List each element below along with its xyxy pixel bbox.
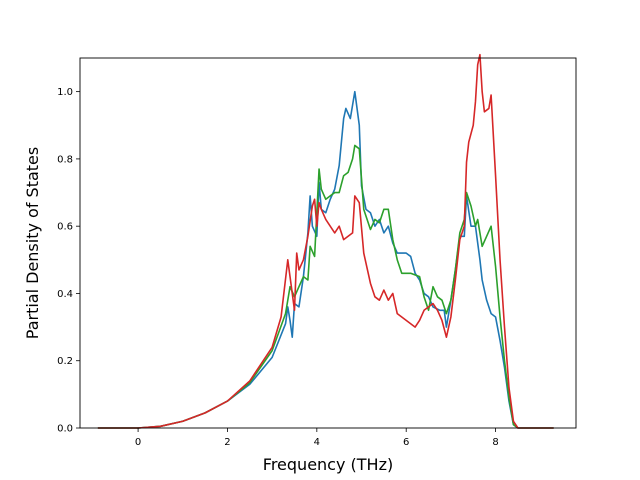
- x-axis: 0 2 4 6 8: [135, 428, 499, 448]
- x-tick-label: 8: [492, 437, 498, 448]
- y-tick-label: 0.6: [57, 222, 73, 233]
- x-tick-label: 4: [314, 437, 320, 448]
- y-tick-label: 1.0: [57, 87, 73, 98]
- y-axis-label: Partial Density of States: [23, 147, 42, 339]
- x-axis-label: Frequency (THz): [263, 455, 393, 474]
- x-tick-label: 6: [403, 437, 409, 448]
- y-tick-label: 0.2: [57, 356, 73, 367]
- y-tick-label: 0.4: [57, 289, 73, 300]
- x-tick-label: 0: [135, 437, 141, 448]
- x-tick-label: 2: [224, 437, 230, 448]
- y-tick-label: 0.8: [57, 154, 73, 165]
- y-tick-label: 0.0: [57, 424, 73, 435]
- series-line-3: [97, 53, 554, 429]
- plot-lines: [97, 53, 554, 429]
- plot-frame: [79, 57, 577, 429]
- y-axis: 0.0 0.2 0.4 0.6 0.8 1.0: [57, 87, 80, 435]
